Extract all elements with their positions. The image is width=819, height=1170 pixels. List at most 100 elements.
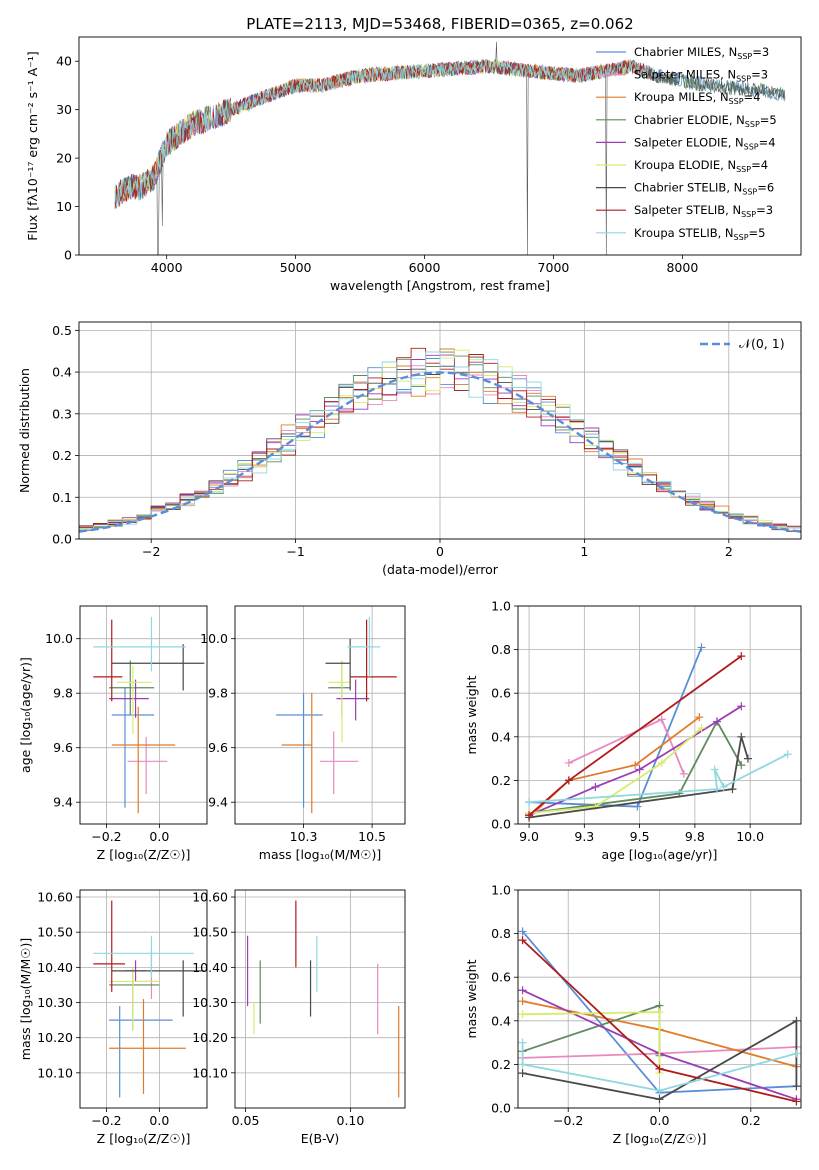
weight-marker <box>712 717 721 726</box>
weight-marker <box>792 1016 801 1025</box>
y-tick-label: 10.60 <box>192 890 228 905</box>
x-tick-label: −0.2 <box>91 1113 121 1128</box>
weight-marker <box>518 986 527 995</box>
y-tick-label: 0.1 <box>52 490 72 505</box>
weight-marker <box>518 927 527 936</box>
x-axis-label: mass [log₁₀(M/M☉)] <box>259 847 381 862</box>
y-tick-label: 10.20 <box>37 1030 73 1045</box>
panel-spectrum: 4000 5000 6000 7000 8000 0 10 20 30 40 wavelength … <box>25 36 802 293</box>
weight-marker <box>657 715 666 724</box>
axes-frame <box>78 321 802 540</box>
weight-marker <box>591 802 600 811</box>
x-tick-label: −0.2 <box>553 1113 583 1128</box>
errorbar-point <box>93 935 194 978</box>
x-axis-label: Z [log₁₀(Z/Z☉)] <box>613 1131 707 1146</box>
weight-series-line <box>528 736 749 819</box>
weight-marker <box>525 798 534 807</box>
y-tick-label: 0.6 <box>491 686 511 701</box>
errorbar-point <box>281 693 313 814</box>
y-tick-label: 10.50 <box>192 925 228 940</box>
y-tick-label: 0.0 <box>491 817 511 832</box>
x-axis-label: age [log₁₀(age/yr)] <box>602 847 718 862</box>
y-tick-label: 0.4 <box>491 729 511 744</box>
weight-marker <box>792 1049 801 1058</box>
panel-age_vs_mass: 10.3 10.5 9.4 9.6 9.8 10.0 mass [log₁₀(M/M☉)] <box>200 605 406 862</box>
errorbar-point <box>117 665 152 735</box>
weight-marker <box>697 724 706 733</box>
errorbar-point <box>109 1006 173 1098</box>
weight-marker <box>737 702 746 711</box>
spectrum-line <box>114 59 786 209</box>
y-tick-label: 9.6 <box>53 740 73 755</box>
panel-age_vs_z: −0.2 0.0 9.4 9.6 9.8 10.0 Z [log₁₀(Z/Z☉)] age [… <box>18 605 208 862</box>
y-tick-label: 10.0 <box>200 631 228 646</box>
spectrum-line <box>114 58 654 207</box>
y-tick-label: 10.10 <box>192 1065 228 1080</box>
errorbar-point <box>93 616 186 672</box>
weight-marker <box>564 776 573 785</box>
y-tick-label: 10.30 <box>37 995 73 1010</box>
errorbar-point <box>328 660 351 715</box>
x-tick-label: 8000 <box>666 260 698 275</box>
plot-area <box>518 927 801 1106</box>
y-tick-label: 40 <box>56 54 72 69</box>
chart-title: PLATE=2113, MJD=53468, FIBERID=0365, z=0… <box>246 15 633 33</box>
histogram-series <box>79 351 801 530</box>
x-axis-label: E(B-V) <box>301 1131 340 1146</box>
panel-residuals: −2 −1 0 1 2 0.0 0.1 0.2 0.3 0.4 0.5 (data-model)/er… <box>17 321 802 577</box>
x-tick-label: 0.2 <box>741 1113 761 1128</box>
weight-marker <box>518 1010 527 1019</box>
panel-mass_weight_vs_age: 9.0 9.3 9.5 9.8 10.0 0.0 0.2 0.4 0.6 0.8 1.0 age [l… <box>464 599 802 862</box>
y-tick-label: 0.2 <box>491 773 511 788</box>
x-tick-label: 1 <box>580 544 588 559</box>
weight-marker <box>564 758 573 767</box>
x-tick-label: 6000 <box>409 260 441 275</box>
x-tick-label: 0.0 <box>149 1113 169 1128</box>
y-tick-label: 10 <box>56 199 72 214</box>
weight-marker <box>655 1008 664 1017</box>
x-tick-label: −2 <box>142 544 160 559</box>
errorbar-point <box>109 999 186 1094</box>
weight-marker <box>635 765 644 774</box>
weight-series-line <box>529 647 703 808</box>
x-tick-label: 9.8 <box>685 829 705 844</box>
x-tick-label: 7000 <box>538 260 570 275</box>
weight-marker <box>518 1069 527 1078</box>
y-tick-label: 20 <box>56 151 72 166</box>
y-axis-label: Flux [fλ10⁻¹⁷ erg cm⁻² s⁻¹ A⁻¹] <box>25 51 40 240</box>
legend-entry: Salpeter STELIB, NSSP=3 <box>634 203 773 219</box>
weight-series-line <box>529 727 703 814</box>
weight-marker <box>710 765 719 774</box>
errorbar-point <box>109 679 149 718</box>
y-tick-label: 9.4 <box>53 795 73 810</box>
y-tick-label: 0.2 <box>491 1057 511 1072</box>
plot-area <box>93 900 205 1098</box>
x-tick-label: −1 <box>286 544 304 559</box>
x-tick-label: 4000 <box>151 260 183 275</box>
x-tick-label: 5000 <box>280 260 312 275</box>
x-tick-label: 10.3 <box>290 829 318 844</box>
weight-marker <box>737 652 746 661</box>
y-tick-label: 0.5 <box>52 323 72 338</box>
errorbar-point <box>109 660 155 715</box>
legend-entry: Chabrier MILES, NSSP=3 <box>634 45 769 61</box>
weight-marker <box>737 732 746 741</box>
legend-entry: Salpeter MILES, NSSP=3 <box>634 68 768 84</box>
spectrum-line <box>114 59 650 207</box>
axes-frame <box>234 605 406 825</box>
y-tick-label: 0.8 <box>491 926 511 941</box>
y-axis-label: mass weight <box>464 959 479 1038</box>
legend: Chabrier MILES, NSSP=3 Salpeter MILES, NS… <box>596 45 777 242</box>
errorbar-point <box>93 900 125 992</box>
x-tick-label: 2 <box>725 544 733 559</box>
errorbar-point <box>111 706 176 814</box>
weight-marker <box>518 1038 527 1047</box>
panel-mass_vs_ebv: 0.05 0.10 10.10 10.20 10.30 10.40 10.50 10.60 E(… <box>192 890 406 1146</box>
legend-entry: Salpeter ELODIE, NSSP=4 <box>634 135 776 151</box>
plot-area <box>276 616 397 814</box>
weight-marker <box>695 713 704 722</box>
x-tick-label: 0.0 <box>650 1113 670 1128</box>
weight-series-line <box>529 753 789 804</box>
errorbar-point <box>93 619 123 702</box>
